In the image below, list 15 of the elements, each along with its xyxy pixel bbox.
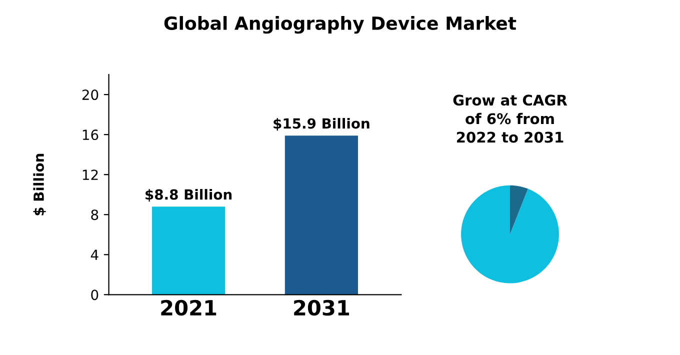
- y-tick-label: 8: [91, 210, 98, 220]
- x-tick-label: 2021: [161, 300, 216, 316]
- data-label: $8.8 Billion: [146, 189, 232, 202]
- pie-slice: [510, 185, 528, 234]
- y-tick-label: 4: [90, 250, 98, 260]
- x-tick-label: 2031: [294, 300, 350, 316]
- y-tick-label: 16: [82, 130, 98, 140]
- pie-slice: [461, 185, 559, 284]
- y-tick-label: 12: [82, 170, 98, 180]
- y-tick-label: 0: [91, 290, 98, 300]
- chart-title: Global Angiography Device Market: [164, 16, 516, 34]
- data-label: $15.9 Billion: [274, 118, 370, 131]
- y-axis-title: $ Billion: [33, 154, 46, 216]
- chart-title: Grow at CAGR of 6% from 2022 to 2031: [453, 94, 568, 143]
- y-tick-label: 20: [82, 90, 98, 100]
